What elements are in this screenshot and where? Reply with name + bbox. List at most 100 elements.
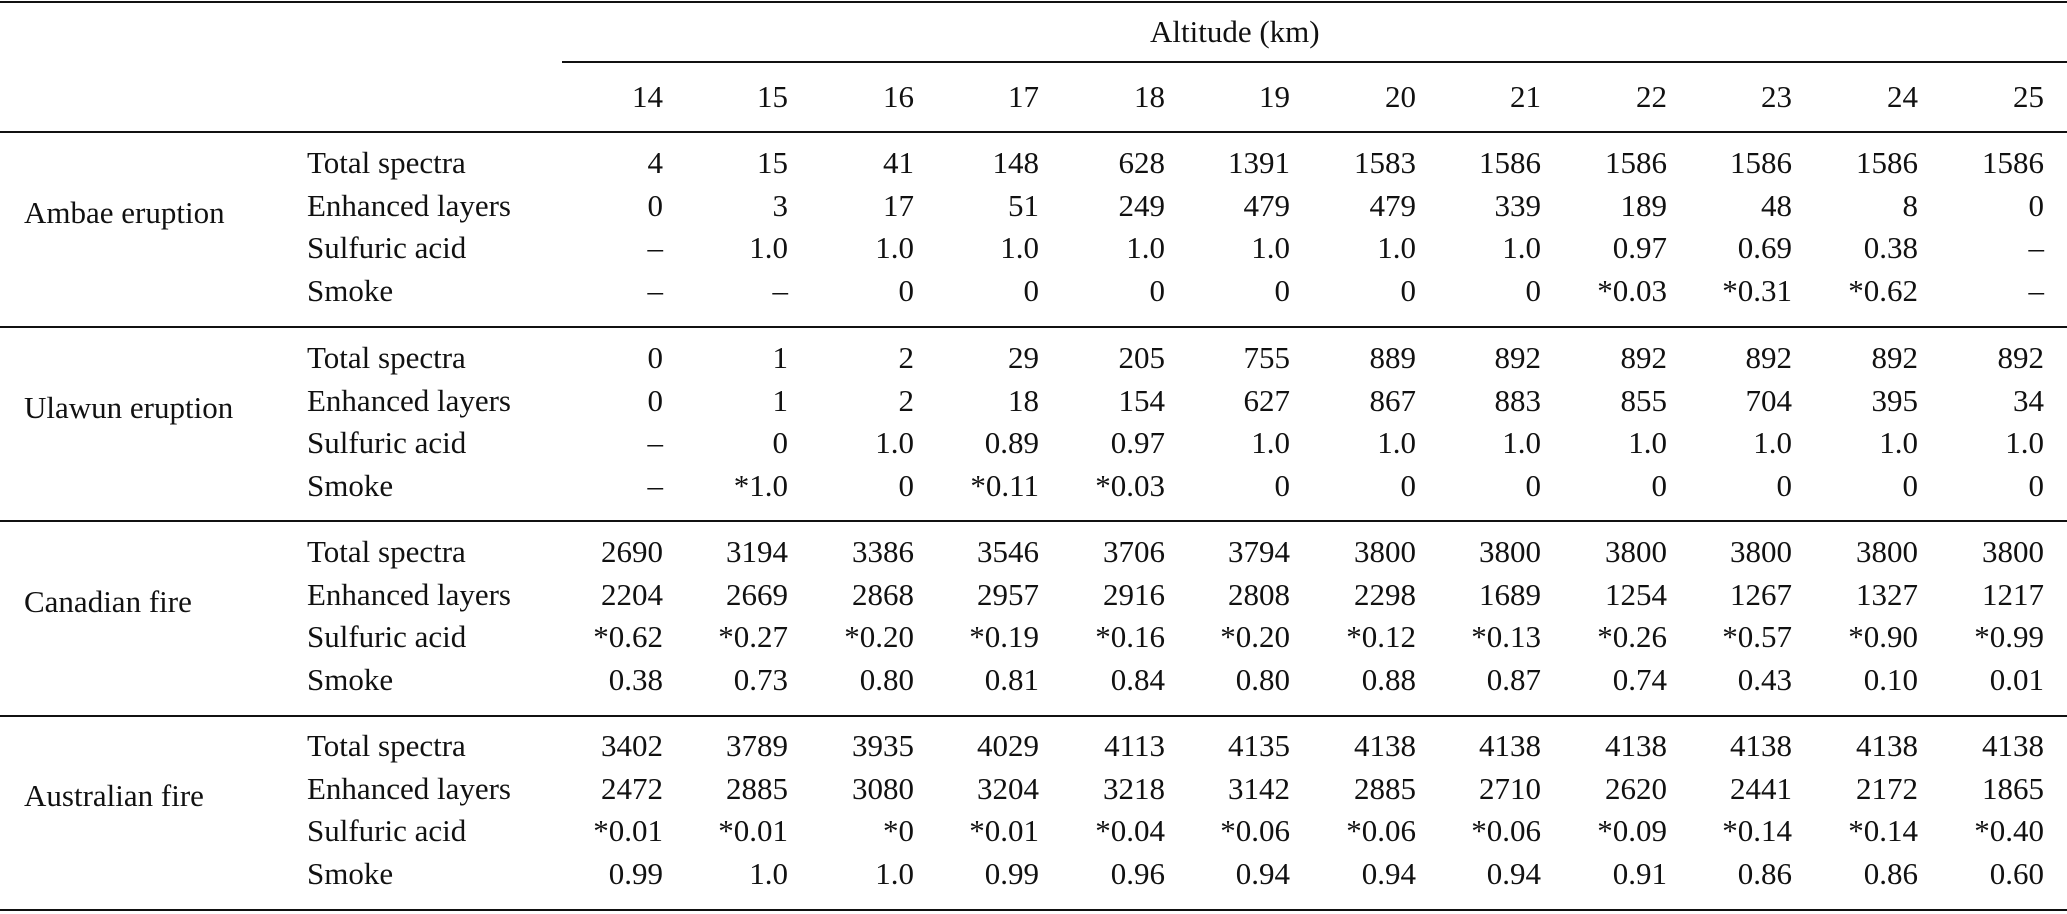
table-cell: 3935 — [852, 728, 914, 763]
table-cell: 1254 — [1605, 576, 1667, 612]
table-cell: 339 — [1494, 187, 1542, 223]
table-cell: 1689 — [1479, 576, 1541, 612]
table-cell: 4138 — [1605, 728, 1667, 763]
table-cell: 892 — [1620, 340, 1668, 375]
table-cell: 0.99 — [984, 856, 1039, 892]
table-cell: 1.0 — [1502, 230, 1541, 266]
table-cell: 3 — [772, 187, 789, 223]
table-cell: *0.14 — [1848, 813, 1918, 849]
table-cell: *0.20 — [844, 619, 914, 655]
table-cell: 0 — [1274, 468, 1291, 504]
row-label: Total spectra — [307, 534, 466, 569]
table-cell: 0.89 — [984, 425, 1039, 461]
table-cell: 883 — [1494, 382, 1542, 418]
group-name: Ambae eruption — [24, 195, 225, 231]
table-cell: 4138 — [1354, 728, 1416, 763]
table-cell: 2885 — [1354, 770, 1416, 806]
table-cell: 0 — [2028, 187, 2045, 223]
table-cell: – — [647, 230, 664, 266]
table-cell: 1.0 — [1502, 425, 1541, 461]
table-cell: *0.27 — [718, 619, 788, 655]
table-cell: 0 — [647, 340, 664, 375]
table-cell: 0.69 — [1737, 230, 1792, 266]
table-cell: 2 — [898, 340, 915, 375]
table-cell: 2 — [898, 382, 915, 418]
table-cell: 1.0 — [1879, 425, 1918, 461]
table-cell: *0.04 — [1095, 813, 1165, 849]
table-cell: 867 — [1369, 382, 1417, 418]
table-cell: 0.94 — [1235, 856, 1290, 892]
table-cell: 892 — [1871, 340, 1919, 375]
table-cell: 8 — [1902, 187, 1919, 223]
table-cell: – — [2028, 273, 2045, 309]
table-cell: 0.86 — [1863, 856, 1918, 892]
table-cell: 15 — [757, 145, 788, 180]
altitude-header: Altitude (km) — [1150, 14, 1320, 49]
table-cell: 2868 — [852, 576, 914, 612]
altitude-col-header: 15 — [757, 79, 788, 114]
top-rule — [0, 1, 2067, 3]
table-cell: 0.87 — [1486, 662, 1541, 698]
altitude-col-header: 21 — [1510, 79, 1541, 114]
table-cell: 0.84 — [1110, 662, 1165, 698]
table-cell: 1.0 — [1251, 425, 1290, 461]
table-cell: 1327 — [1856, 576, 1918, 612]
table-cell: 0.81 — [984, 662, 1039, 698]
table-cell: 1391 — [1228, 145, 1290, 180]
table-cell: 0.38 — [1863, 230, 1918, 266]
table-cell: 2620 — [1605, 770, 1667, 806]
table-cell: *0.06 — [1471, 813, 1541, 849]
table-cell: *0.90 — [1848, 619, 1918, 655]
table-cell: 3800 — [1856, 534, 1918, 569]
table-cell: 3800 — [1730, 534, 1792, 569]
table-cell: 3386 — [852, 534, 914, 569]
table-cell: 1.0 — [875, 230, 914, 266]
table-cell: 1586 — [1982, 145, 2044, 180]
table-cell: 1.0 — [1251, 230, 1290, 266]
table-cell: 4138 — [1856, 728, 1918, 763]
row-label: Total spectra — [307, 340, 466, 375]
table-cell: 3218 — [1103, 770, 1165, 806]
table-cell: 0.94 — [1361, 856, 1416, 892]
table-cell: 3142 — [1228, 770, 1290, 806]
table-cell: 0 — [1525, 273, 1542, 309]
row-label: Enhanced layers — [307, 576, 511, 612]
group-name: Ulawun eruption — [24, 390, 234, 426]
table-cell: 51 — [1008, 187, 1039, 223]
table-cell: 0 — [1400, 468, 1417, 504]
group-name: Australian fire — [24, 778, 204, 814]
table-cell: 2808 — [1228, 576, 1290, 612]
altitude-col-header: 22 — [1636, 79, 1667, 114]
table-cell: *0.12 — [1346, 619, 1416, 655]
table-cell: 4113 — [1104, 728, 1165, 763]
altitude-col-header: 25 — [2013, 79, 2044, 114]
row-label: Total spectra — [307, 145, 466, 180]
altitude-underline — [562, 61, 2067, 63]
table-cell: *0.19 — [969, 619, 1039, 655]
table-cell: 3204 — [977, 770, 1039, 806]
table-cell: 3080 — [852, 770, 914, 806]
table-cell: 0.73 — [733, 662, 788, 698]
table-cell: *0.31 — [1722, 273, 1792, 309]
table-cell: 0.91 — [1612, 856, 1667, 892]
table-cell: 3546 — [977, 534, 1039, 569]
table-cell: 1586 — [1479, 145, 1541, 180]
table-cell: 755 — [1243, 340, 1291, 375]
altitude-col-header: 20 — [1385, 79, 1416, 114]
table-cell: 1.0 — [875, 856, 914, 892]
row-label: Sulfuric acid — [307, 230, 467, 266]
table-cell: 0.10 — [1863, 662, 1918, 698]
bottom-rule — [0, 909, 2067, 911]
table-cell: 154 — [1118, 382, 1166, 418]
table-cell: 0.01 — [1989, 662, 2044, 698]
table-cell: 2441 — [1730, 770, 1792, 806]
table-cell: 1586 — [1856, 145, 1918, 180]
table-cell: 0 — [1274, 273, 1291, 309]
table-cell: 0 — [1023, 273, 1040, 309]
table-cell: 2669 — [726, 576, 788, 612]
table-cell: 3794 — [1228, 534, 1290, 569]
altitude-col-header: 24 — [1887, 79, 1918, 114]
table-cell: 0 — [772, 425, 789, 461]
table-cell: 1 — [772, 382, 789, 418]
table-cell: 479 — [1369, 187, 1417, 223]
